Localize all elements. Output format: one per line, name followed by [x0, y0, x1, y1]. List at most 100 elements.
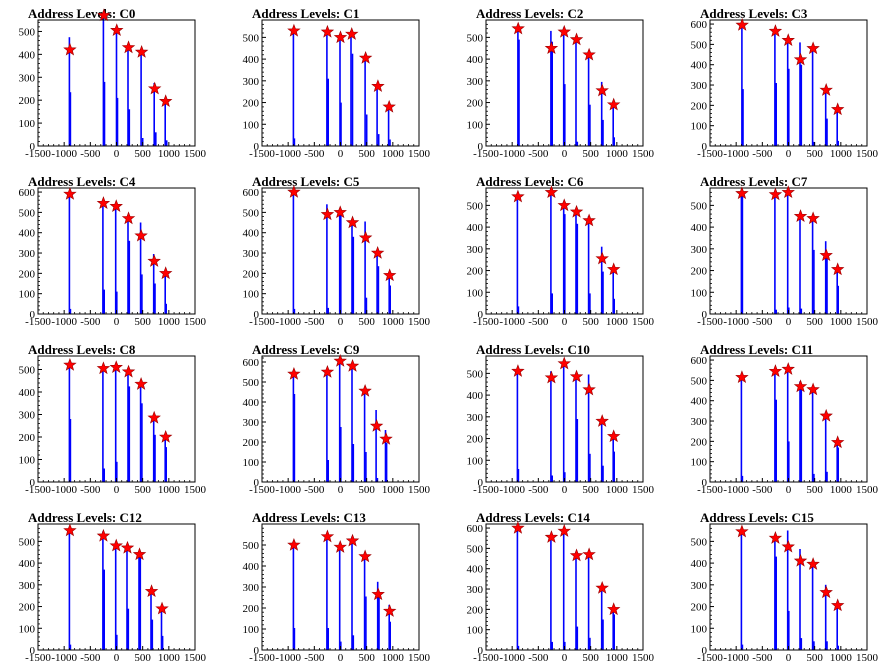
y-tick-label: 100	[243, 457, 260, 469]
x-tick-label: -500	[752, 316, 773, 328]
x-tick-label: 0	[338, 652, 344, 664]
histogram-panel-c3: Address Levels: C3-1500-1000-50005001000…	[672, 0, 896, 168]
x-tick-label: 1000	[606, 652, 629, 664]
y-tick-label: 600	[243, 357, 260, 369]
x-tick-label: -1000	[51, 148, 77, 160]
y-tick-label: 500	[19, 207, 36, 219]
histogram-plot: -1500-1000-50005001000150001002003004005…	[672, 0, 896, 168]
histogram-plot: -1500-1000-50005001000150001002003004005…	[224, 168, 448, 336]
y-tick-label: 300	[691, 416, 708, 428]
histogram-panel-c12: Address Levels: C12-1500-1000-5000500100…	[0, 504, 224, 672]
x-tick-label: -1000	[51, 484, 77, 496]
y-tick-label: 200	[691, 100, 708, 112]
x-tick-label: 1000	[606, 148, 629, 160]
y-tick-label: 0	[478, 645, 484, 657]
histogram-panel-c6: Address Levels: C6-1500-1000-50005001000…	[448, 168, 672, 336]
y-tick-label: 100	[467, 455, 484, 467]
y-tick-label: 300	[691, 80, 708, 92]
y-tick-label: 200	[19, 602, 36, 614]
x-tick-label: 500	[134, 148, 151, 160]
x-tick-label: 1500	[856, 652, 879, 664]
x-tick-label: 1500	[632, 316, 655, 328]
x-tick-label: -1000	[275, 316, 301, 328]
histogram-plot: -1500-1000-50005001000150001002003004005…	[672, 168, 896, 336]
y-tick-label: 100	[19, 289, 36, 301]
x-tick-label: -1000	[723, 148, 749, 160]
x-tick-label: 0	[562, 484, 568, 496]
x-tick-label: 0	[562, 652, 568, 664]
x-tick-label: 0	[114, 316, 120, 328]
y-tick-label: 600	[19, 187, 36, 199]
histogram-panel-c13: Address Levels: C13-1500-1000-5000500100…	[224, 504, 448, 672]
y-tick-label: 500	[467, 200, 484, 212]
x-tick-label: 500	[358, 484, 375, 496]
y-tick-label: 200	[19, 95, 36, 107]
y-tick-label: 500	[691, 375, 708, 387]
y-tick-label: 200	[691, 436, 708, 448]
histogram-panel-c15: Address Levels: C15-1500-1000-5000500100…	[672, 504, 896, 672]
x-tick-label: -1000	[275, 148, 301, 160]
x-tick-label: 1000	[158, 148, 181, 160]
x-tick-label: 0	[338, 484, 344, 496]
x-tick-label: -500	[304, 148, 325, 160]
histogram-plot: -1500-1000-50005001000150001002003004005…	[448, 336, 672, 504]
x-tick-label: 500	[358, 652, 375, 664]
histogram-plot: -1500-1000-50005001000150001002003004005…	[448, 0, 672, 168]
x-tick-label: -1000	[723, 484, 749, 496]
y-tick-label: 300	[691, 244, 708, 256]
x-tick-label: 1000	[158, 316, 181, 328]
y-tick-label: 100	[19, 118, 36, 130]
y-tick-label: 100	[467, 625, 484, 637]
x-tick-label: 1000	[158, 484, 181, 496]
x-tick-label: -500	[304, 484, 325, 496]
y-tick-label: 400	[691, 60, 708, 72]
x-tick-label: 1500	[408, 148, 431, 160]
y-tick-label: 0	[254, 309, 260, 321]
y-tick-label: 300	[691, 580, 708, 592]
plot-frame	[486, 356, 643, 482]
x-tick-label: 1000	[606, 484, 629, 496]
y-tick-label: 300	[243, 417, 260, 429]
x-tick-label: 1500	[184, 652, 207, 664]
histogram-plot: -1500-1000-50005001000150001002003004005…	[0, 0, 224, 168]
y-tick-label: 100	[691, 287, 708, 299]
histogram-plot: -1500-1000-50005001000150001002003004005…	[672, 336, 896, 504]
x-tick-label: -1000	[723, 316, 749, 328]
x-tick-label: 0	[786, 484, 792, 496]
x-tick-label: 1500	[856, 484, 879, 496]
y-tick-label: 600	[691, 355, 708, 367]
x-tick-label: 500	[806, 148, 823, 160]
x-tick-label: -500	[752, 652, 773, 664]
plot-frame	[710, 188, 867, 314]
x-tick-label: 500	[358, 148, 375, 160]
histogram-panel-c10: Address Levels: C10-1500-1000-5000500100…	[448, 336, 672, 504]
x-tick-label: 1500	[408, 316, 431, 328]
y-tick-label: 500	[19, 26, 36, 38]
y-tick-label: 100	[691, 457, 708, 469]
x-tick-label: 1500	[408, 652, 431, 664]
y-tick-label: 400	[19, 228, 36, 240]
x-tick-label: -500	[528, 316, 549, 328]
y-tick-label: 400	[467, 54, 484, 66]
x-tick-label: 1000	[382, 316, 405, 328]
y-tick-label: 300	[467, 244, 484, 256]
y-tick-label: 500	[19, 365, 36, 377]
plot-frame	[486, 524, 643, 650]
x-tick-label: 0	[562, 148, 568, 160]
y-tick-label: 300	[467, 76, 484, 88]
y-tick-label: 300	[19, 580, 36, 592]
x-tick-label: 0	[786, 652, 792, 664]
x-tick-label: 1000	[830, 484, 853, 496]
y-tick-label: 400	[243, 54, 260, 66]
y-tick-label: 500	[243, 540, 260, 552]
y-tick-label: 400	[243, 228, 260, 240]
histogram-plot: -1500-1000-50005001000150001002003004005…	[672, 504, 896, 672]
x-tick-label: -500	[80, 484, 101, 496]
y-tick-label: 0	[30, 477, 36, 489]
y-tick-label: 200	[243, 268, 260, 280]
x-tick-label: 0	[786, 148, 792, 160]
y-tick-label: 400	[467, 390, 484, 402]
x-tick-label: -1000	[499, 484, 525, 496]
y-tick-label: 0	[254, 141, 260, 153]
y-tick-label: 400	[691, 222, 708, 234]
